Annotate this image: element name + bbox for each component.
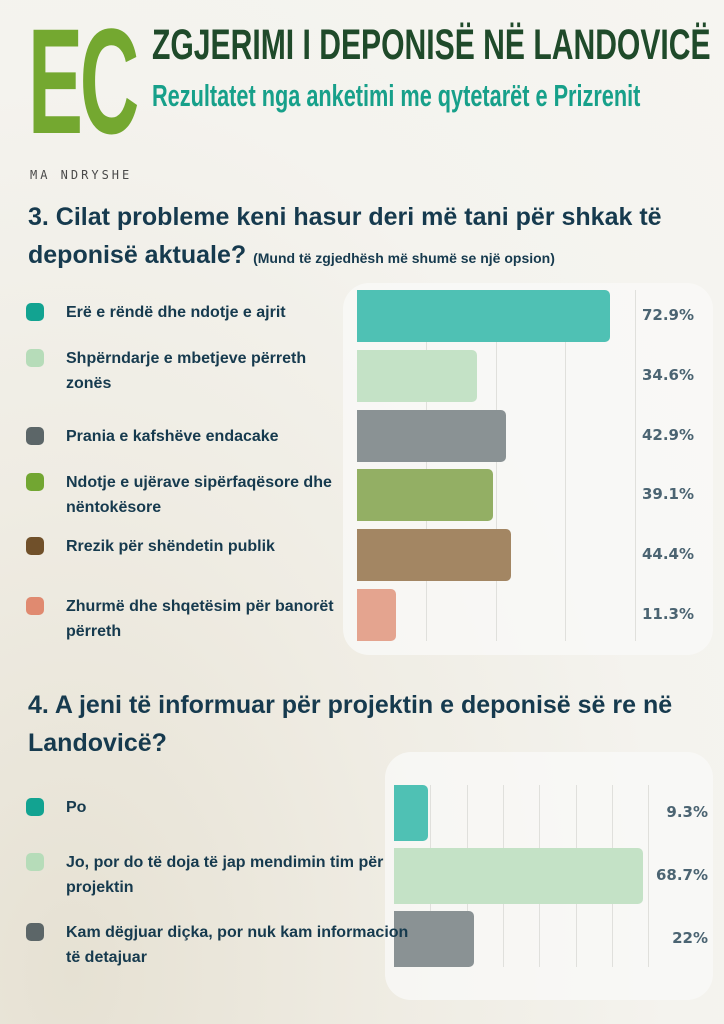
value-label: 11.3% [641, 605, 694, 623]
bar [394, 848, 644, 904]
legend-item: Kam dëgjuar diçka, por nuk kam informaci… [26, 920, 411, 970]
gridline [565, 290, 567, 641]
bar [357, 410, 506, 462]
legend-swatch-icon [26, 427, 44, 445]
legend-swatch-icon [26, 798, 44, 816]
legend-item: Po [26, 795, 411, 820]
legend-item: Ndotje e ujërave sipërfaqësore dhe nënto… [26, 470, 336, 520]
legend-label: Zhurmë dhe shqetësim për banorët përreth [66, 598, 334, 640]
value-label: 34.6% [641, 366, 694, 384]
bar [357, 589, 397, 641]
legend-swatch-icon [26, 853, 44, 871]
legend-item: Shpërndarje e mbetjeve përreth zonës [26, 346, 336, 396]
bar [394, 785, 428, 841]
bar [357, 469, 493, 521]
legend-label: Erë e rëndë dhe ndotje e ajrit [66, 304, 286, 321]
legend-swatch-icon [26, 473, 44, 491]
page-subtitle: Rezultatet nga anketimi me qytetarët e P… [152, 78, 641, 113]
legend-label: Prania e kafshëve endacake [66, 428, 279, 445]
bar [357, 529, 512, 581]
legend-label: Jo, por do të doja të jap mendimin tim p… [66, 854, 384, 896]
logo-letters: EC [28, 0, 139, 165]
legend-label: Kam dëgjuar diçka, por nuk kam informaci… [66, 924, 409, 966]
gridline [648, 785, 650, 967]
value-label: 44.4% [641, 545, 694, 563]
legend-item: Zhurmë dhe shqetësim për banorët përreth [26, 594, 336, 644]
legend-label: Shpërndarje e mbetjeve përreth zonës [66, 350, 307, 392]
legend-swatch-icon [26, 537, 44, 555]
logo: EC MA NDRYSHE [28, 6, 139, 182]
legend-label: Po [66, 799, 87, 816]
gridline [634, 290, 636, 641]
legend-swatch-icon [26, 349, 44, 367]
question-3-text: 3. Cilat probleme keni hasur deri më tan… [28, 203, 662, 269]
legend-label: Ndotje e ujërave sipërfaqësore dhe nënto… [66, 474, 332, 516]
value-label: 9.3% [666, 803, 708, 821]
bar [357, 350, 478, 402]
value-label: 39.1% [641, 485, 694, 503]
legend-item: Erë e rëndë dhe ndotje e ajrit [26, 300, 336, 325]
bar [394, 911, 474, 967]
value-label: 72.9% [641, 306, 694, 324]
logo-tagline: MA NDRYSHE [30, 168, 133, 182]
legend-item: Jo, por do të doja të jap mendimin tim p… [26, 850, 411, 900]
legend-item: Prania e kafshëve endacake [26, 424, 336, 449]
gridline [426, 290, 428, 641]
gridline [495, 290, 497, 641]
page-title: ZGJERIMI I DEPONISË NË LANDOVICË [152, 21, 711, 69]
value-label: 68.7% [655, 866, 708, 884]
question-3-title: 3. Cilat probleme keni hasur deri më tan… [28, 198, 708, 277]
legend-swatch-icon [26, 597, 44, 615]
legend-item: Rrezik për shëndetin publik [26, 534, 336, 559]
question-3-note: (Mund të zgjedhësh më shumë se një opsio… [253, 250, 555, 266]
legend-label: Rrezik për shëndetin publik [66, 538, 275, 555]
legend-swatch-icon [26, 923, 44, 941]
value-label: 22% [672, 929, 708, 947]
legend-swatch-icon [26, 303, 44, 321]
value-label: 42.9% [641, 426, 694, 444]
bar [357, 290, 610, 342]
question-4-title: 4. A jeni të informuar për projektin e d… [28, 691, 673, 757]
